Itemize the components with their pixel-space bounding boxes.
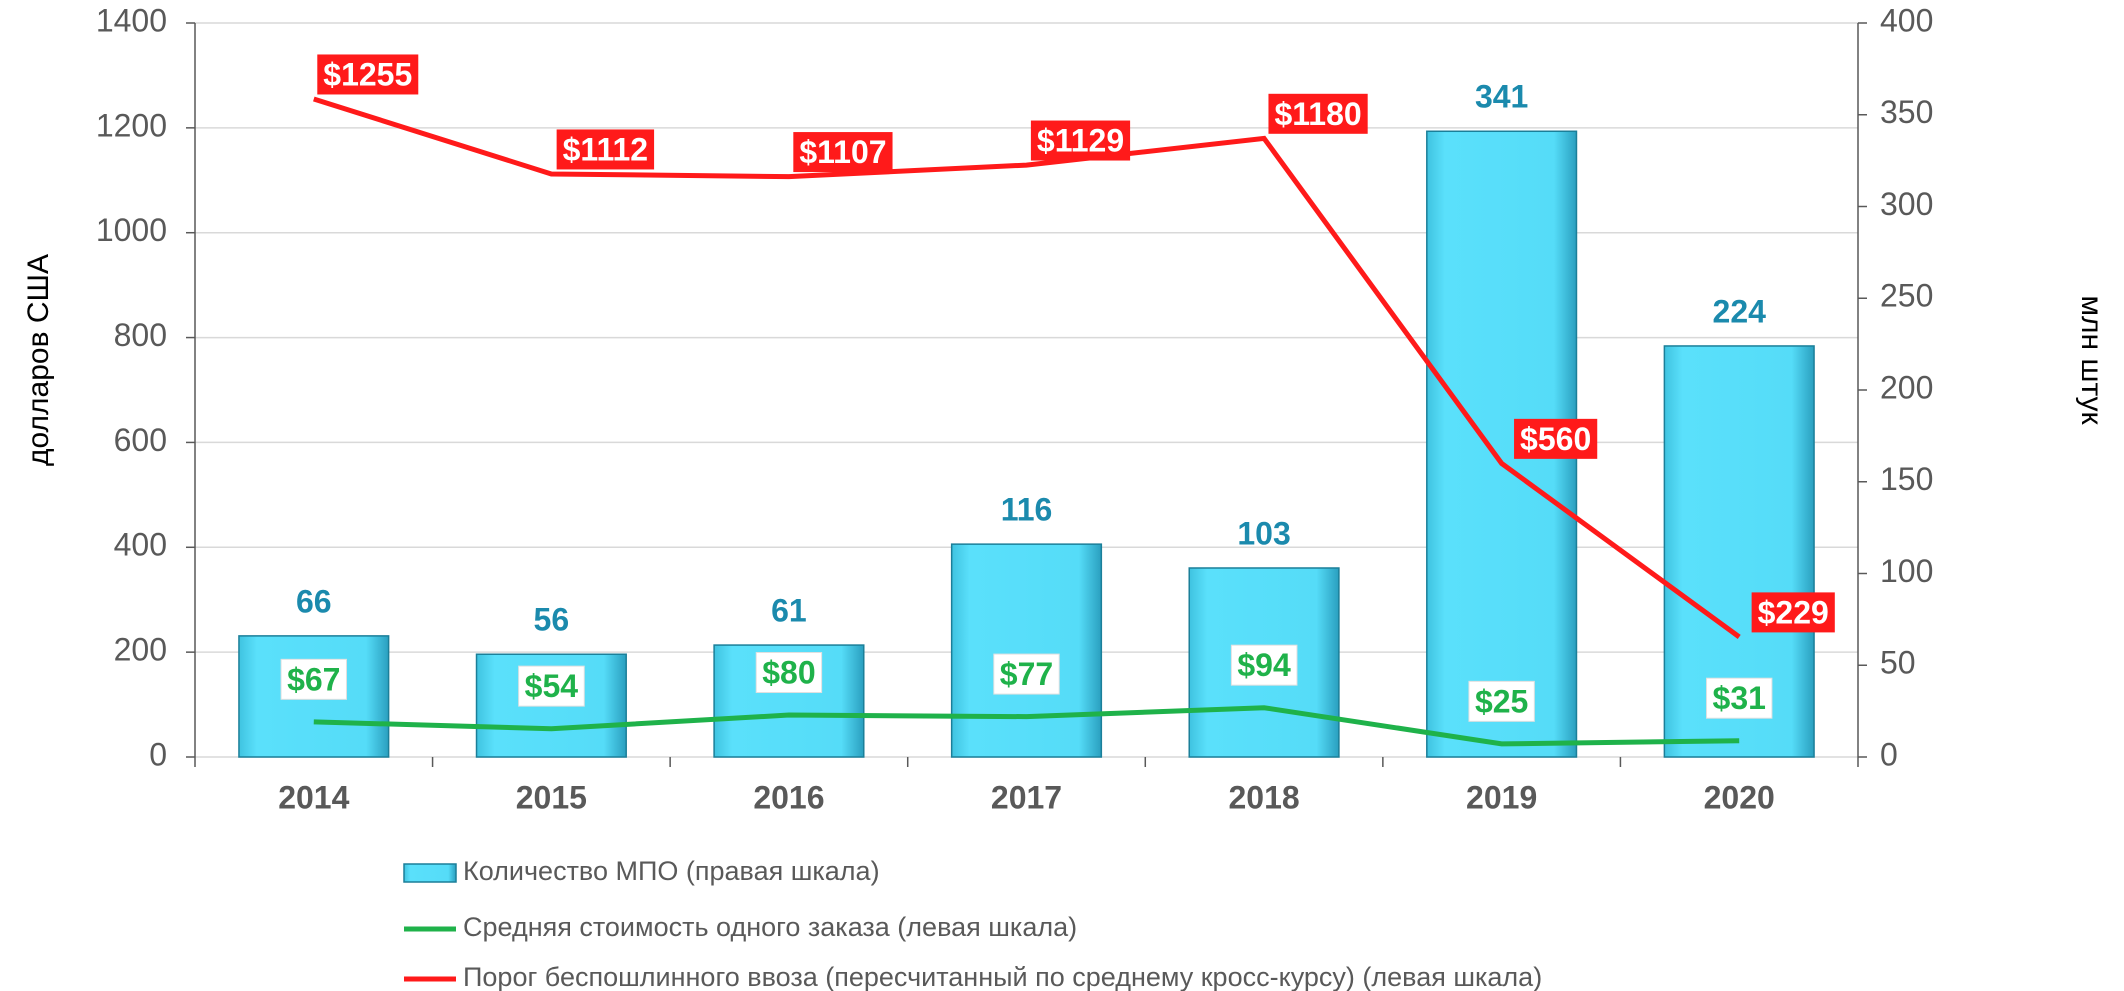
bar-value-label: 61 bbox=[771, 593, 807, 629]
y2-tick-label: 350 bbox=[1880, 94, 1933, 130]
x-tick-label: 2015 bbox=[516, 779, 587, 815]
y2-tick-label: 0 bbox=[1880, 736, 1898, 772]
y-tick-label: 1000 bbox=[96, 212, 167, 248]
data-label-box bbox=[993, 653, 1060, 695]
line-value-label: $25 bbox=[1475, 683, 1528, 719]
y-tick-label: 200 bbox=[114, 632, 167, 668]
x-tick-label: 2016 bbox=[753, 779, 824, 815]
line-value-label: $1107 bbox=[799, 134, 886, 170]
data-label-box bbox=[1468, 680, 1535, 722]
bar-value-label: 341 bbox=[1475, 79, 1528, 115]
bar-value-label: 224 bbox=[1713, 293, 1767, 329]
y-tick-label: 400 bbox=[114, 527, 167, 563]
line-value-label: $560 bbox=[1520, 421, 1591, 457]
legend-label: Порог беспошлинного ввоза (пересчитанный… bbox=[463, 962, 1542, 991]
y2-tick-label: 150 bbox=[1880, 461, 1933, 497]
legend-label: Средняя стоимость одного заказа (левая ш… bbox=[463, 912, 1077, 942]
line-value-label: $1180 bbox=[1274, 96, 1361, 132]
line-value-label: $229 bbox=[1758, 594, 1829, 630]
y2-tick-label: 400 bbox=[1880, 2, 1933, 38]
line bbox=[313, 705, 1740, 747]
data-label-box bbox=[317, 54, 419, 95]
y-tick-label: 1400 bbox=[96, 2, 167, 38]
line bbox=[313, 96, 1741, 639]
y2-tick-label: 100 bbox=[1880, 553, 1933, 589]
bar-value-label: 103 bbox=[1237, 515, 1290, 551]
legend-label: Количество МПО (правая шкала) bbox=[463, 856, 880, 886]
bar bbox=[950, 543, 1103, 758]
data-label-box bbox=[1030, 120, 1131, 161]
data-label-box bbox=[1268, 93, 1368, 134]
y-tick-label: 0 bbox=[149, 736, 167, 772]
line-value-label: $77 bbox=[1000, 656, 1053, 692]
bar-value-label: 116 bbox=[1001, 492, 1053, 528]
y-tick-label: 1200 bbox=[96, 107, 167, 143]
line-value-label: $1112 bbox=[563, 131, 648, 167]
line-value-label: $31 bbox=[1713, 680, 1766, 716]
y2-axis-title: млн штук bbox=[2075, 295, 2108, 425]
x-tick-label: 2018 bbox=[1228, 779, 1299, 815]
y-axis-title: долларов США bbox=[22, 254, 55, 466]
data-label-box bbox=[1706, 677, 1773, 719]
x-tick-label: 2014 bbox=[278, 779, 349, 815]
line-value-label: $54 bbox=[525, 668, 579, 704]
line-value-label: $1255 bbox=[323, 56, 412, 92]
data-label-box bbox=[1751, 592, 1835, 633]
y2-tick-label: 50 bbox=[1880, 645, 1916, 681]
data-label-box bbox=[518, 665, 585, 707]
x-tick-label: 2019 bbox=[1466, 779, 1537, 815]
legend-swatch bbox=[403, 863, 457, 883]
data-label-box bbox=[793, 132, 893, 173]
bar-value-label: 56 bbox=[534, 602, 570, 638]
line-value-label: $67 bbox=[287, 661, 340, 697]
line-value-label: $94 bbox=[1237, 647, 1291, 683]
x-tick-label: 2020 bbox=[1704, 779, 1775, 815]
x-tick-label: 2017 bbox=[991, 779, 1062, 815]
line-value-label: $1129 bbox=[1037, 123, 1124, 159]
y2-tick-label: 200 bbox=[1880, 369, 1933, 405]
data-label-box bbox=[280, 658, 347, 700]
data-label-box bbox=[755, 652, 823, 694]
y2-tick-label: 300 bbox=[1880, 186, 1933, 222]
y-tick-label: 600 bbox=[114, 422, 167, 458]
y2-tick-label: 250 bbox=[1880, 278, 1933, 314]
data-label-box bbox=[556, 129, 655, 170]
data-label-box bbox=[1230, 644, 1298, 686]
bar-value-label: 66 bbox=[296, 583, 332, 619]
line-value-label: $80 bbox=[762, 655, 815, 691]
y-tick-label: 800 bbox=[114, 317, 167, 353]
data-label-box bbox=[1514, 418, 1598, 459]
